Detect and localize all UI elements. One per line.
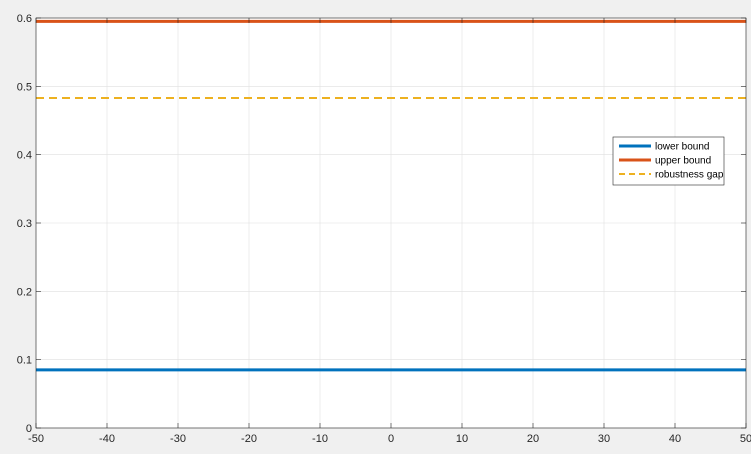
x-tick-label: -30	[170, 433, 186, 445]
legend[interactable]: lower bound upper bound robustness gap	[612, 136, 725, 186]
x-tick-label: 0	[388, 433, 394, 445]
y-tick-label: 0	[26, 423, 32, 435]
x-tick-label: 20	[527, 433, 539, 445]
y-axis: 0 0.1 0.2 0.3 0.4 0.5 0.6	[17, 13, 746, 435]
legend-item-label: lower bound	[655, 142, 709, 153]
x-tick-label: -10	[312, 433, 328, 445]
x-tick-label: 50	[740, 433, 751, 445]
x-tick-label: 30	[598, 433, 610, 445]
legend-item-label: robustness gap	[655, 170, 724, 181]
x-tick-label: 40	[669, 433, 681, 445]
legend-item-label: upper bound	[655, 156, 711, 167]
x-tick-label: 10	[456, 433, 468, 445]
y-tick-label: 0.1	[17, 355, 32, 367]
y-tick-label: 0.6	[17, 13, 32, 25]
x-tick-label: -40	[99, 433, 115, 445]
x-axis: -50 -40 -30 -20 -10 0 10 20 30 40 50	[28, 18, 751, 445]
y-tick-label: 0.4	[17, 150, 32, 162]
x-tick-label: -50	[28, 433, 44, 445]
x-tick-label: -20	[241, 433, 257, 445]
y-tick-label: 0.3	[17, 218, 32, 230]
y-tick-label: 0.2	[17, 286, 32, 298]
y-tick-label: 0.5	[17, 81, 32, 93]
